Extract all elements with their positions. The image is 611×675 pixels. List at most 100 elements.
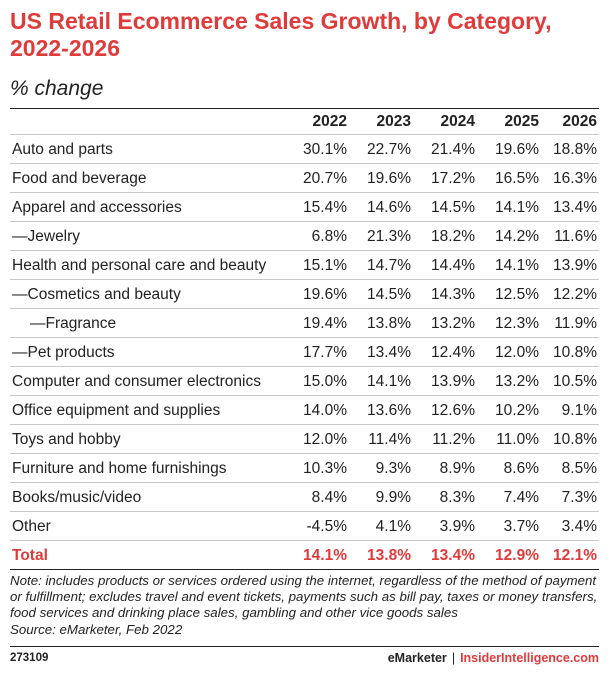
table-row: —Jewelry 6.8% 21.3% 18.2% 14.2% 11.6%	[10, 222, 599, 251]
column-header: 2026	[562, 113, 597, 130]
table-cell: 13.2%	[495, 373, 539, 390]
table-cell: 12.2%	[553, 286, 597, 303]
column-header: 2024	[440, 113, 475, 130]
table-cell: 19.6%	[303, 286, 347, 303]
table-cell: 14.6%	[367, 199, 411, 216]
table-row: —Pet products 17.7% 13.4% 12.4% 12.0% 10.8%	[10, 338, 599, 367]
chart-subtitle: % change	[10, 77, 104, 100]
column-header: 2025	[504, 113, 539, 130]
table-cell: 15.4%	[303, 199, 347, 216]
brand-insider-intelligence: InsiderIntelligence.com	[460, 651, 599, 665]
table-cell: 14.1%	[303, 547, 347, 564]
column-header: 2022	[312, 113, 347, 130]
data-table: 2022 2023 2024 2025 2026 Auto and parts 3…	[10, 109, 599, 570]
table-cell: 13.8%	[367, 547, 411, 564]
row-label: Books/music/video	[12, 489, 142, 506]
table-cell: 19.6%	[367, 170, 411, 187]
table-cell: 3.7%	[503, 518, 539, 535]
table-row: —Cosmetics and beauty 19.6% 14.5% 14.3% 12.5…	[10, 280, 599, 309]
table-cell: 14.5%	[431, 199, 475, 216]
table-cell: 30.1%	[303, 141, 347, 158]
table-cell: 8.5%	[561, 460, 597, 477]
table-cell: 16.3%	[553, 170, 597, 187]
table-cell: 17.7%	[303, 344, 347, 361]
table-cell: 8.3%	[439, 489, 475, 506]
table-cell: 14.1%	[367, 373, 411, 390]
table-cell: 11.2%	[432, 431, 475, 448]
table-cell: 18.2%	[431, 228, 475, 245]
brand-emarketer: eMarketer	[387, 651, 447, 665]
table-cell: 22.7%	[367, 141, 411, 158]
table-row: Toys and hobby 12.0% 11.4% 11.2% 11.0% 10.8%	[10, 425, 599, 454]
table-cell: 13.9%	[431, 373, 475, 390]
footer-rule	[10, 646, 599, 647]
row-label: Computer and consumer electronics	[12, 373, 261, 390]
table-cell: 9.1%	[561, 402, 597, 419]
table-cell: 7.4%	[503, 489, 539, 506]
table-cell: 12.9%	[495, 547, 539, 564]
table-row: Computer and consumer electronics 15.0% 14…	[10, 367, 599, 396]
row-label: Total	[12, 547, 48, 564]
table-cell: 3.9%	[439, 518, 475, 535]
table-cell: 10.5%	[553, 373, 597, 390]
table-cell: 14.5%	[367, 286, 411, 303]
table-cell: 8.6%	[503, 460, 539, 477]
table-cell: 13.8%	[367, 315, 411, 332]
table-row: Health and personal care and beauty 15.1%…	[10, 251, 599, 280]
table-cell: 13.9%	[553, 257, 597, 274]
footer-brand: eMarketer | InsiderIntelligence.com	[388, 651, 599, 665]
table-cell: 12.3%	[495, 315, 539, 332]
table-cell: 14.7%	[367, 257, 411, 274]
table-cell: 21.4%	[431, 141, 475, 158]
table-cell: 16.5%	[495, 170, 539, 187]
table-row: Food and beverage 20.7% 19.6% 17.2% 16.5% 16.…	[10, 164, 599, 193]
table-cell: 14.4%	[431, 257, 475, 274]
table-cell: 11.6%	[554, 228, 597, 245]
row-label: Health and personal care and beauty	[12, 257, 267, 274]
note-text: Note: includes products or services orde…	[10, 573, 598, 621]
table-cell: 10.8%	[553, 431, 597, 448]
table-cell: 10.3%	[303, 460, 347, 477]
row-label: Toys and hobby	[12, 431, 121, 448]
table-cell: 14.1%	[495, 199, 539, 216]
table-cell: 12.0%	[495, 344, 539, 361]
row-label: Other	[12, 518, 51, 535]
table-cell: 11.0%	[496, 431, 539, 448]
table-row: —Fragrance 19.4% 13.8% 13.2% 12.3% 11.9%	[10, 309, 599, 338]
table-cell: 4.1%	[375, 518, 411, 535]
brand-separator: |	[451, 651, 456, 665]
table-cell: 12.5%	[495, 286, 539, 303]
row-label: Food and beverage	[12, 170, 147, 187]
table-cell: 8.9%	[439, 460, 475, 477]
row-label: —Fragrance	[30, 315, 117, 332]
table-cell: 14.2%	[495, 228, 539, 245]
table-cell: 7.3%	[561, 489, 597, 506]
table-cell: 13.6%	[367, 402, 411, 419]
row-label: Office equipment and supplies	[12, 402, 221, 419]
table-cell: 19.4%	[303, 315, 347, 332]
table-cell: 8.4%	[311, 489, 347, 506]
table-cell: 6.8%	[311, 228, 347, 245]
table-cell: 9.3%	[375, 460, 411, 477]
table-row: Office equipment and supplies 14.0% 13.6% 1…	[10, 396, 599, 425]
source-text: Source: eMarketer, Feb 2022	[10, 621, 183, 637]
table-row: Other -4.5% 4.1% 3.9% 3.7% 3.4%	[10, 512, 599, 541]
table-cell: 12.1%	[553, 547, 597, 564]
table-cell: 14.0%	[303, 402, 347, 419]
table-row: Apparel and accessories 15.4% 14.6% 14.5% 14…	[10, 193, 599, 222]
top-rule	[10, 108, 599, 109]
table-cell: 13.4%	[431, 547, 475, 564]
table-cell: 11.9%	[554, 315, 597, 332]
chart-id: 273109	[10, 652, 49, 664]
table-cell: 19.6%	[495, 141, 539, 158]
row-label: —Cosmetics and beauty	[12, 286, 181, 303]
chart-title: US Retail Ecommerce Sales Growth, by Cat…	[10, 8, 552, 61]
column-header: 2023	[376, 113, 411, 130]
table-cell: 20.7%	[303, 170, 347, 187]
chart-note: Note: includes products or services orde…	[10, 573, 602, 638]
table-cell: 21.3%	[367, 228, 411, 245]
table-cell: 10.2%	[495, 402, 539, 419]
table-cell: 18.8%	[553, 141, 597, 158]
table-cell: 15.1%	[303, 257, 347, 274]
